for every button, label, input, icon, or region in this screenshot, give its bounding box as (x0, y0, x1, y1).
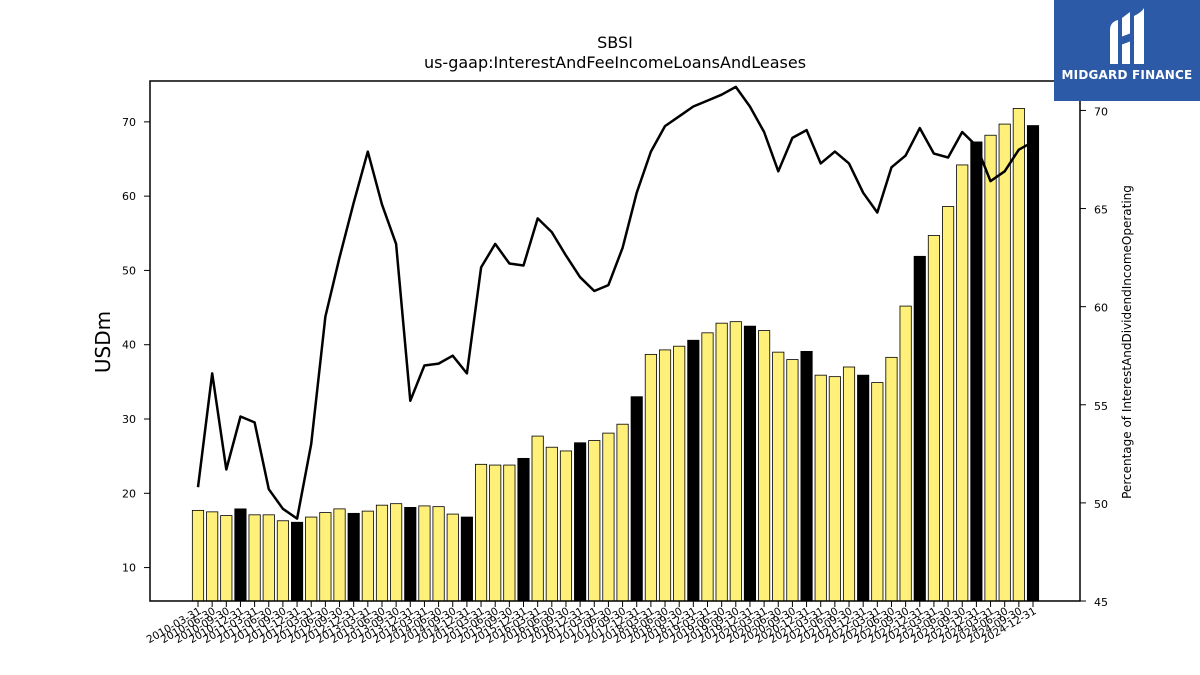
bar (375, 504, 389, 602)
logo-badge: MIDGARD FINANCE (1054, 0, 1200, 101)
bar (503, 464, 516, 602)
bar (871, 382, 884, 602)
bar (644, 353, 657, 602)
bar (857, 374, 870, 602)
y2-tick-label: 45 (1094, 596, 1108, 609)
bar (885, 356, 898, 602)
bar (517, 457, 530, 602)
y2-axis-label: Percentage of InterestAndDividendIncomeO… (1120, 185, 1134, 499)
bar (319, 512, 332, 602)
bar (758, 330, 771, 602)
bar (220, 515, 233, 602)
bar (460, 516, 473, 602)
y-tick-label: 60 (122, 190, 136, 203)
bar (333, 508, 346, 602)
bar (347, 512, 360, 602)
bar (998, 123, 1011, 602)
bar (984, 134, 997, 602)
bar (899, 305, 912, 602)
bar (361, 510, 374, 602)
bar (942, 206, 955, 602)
y-tick-label: 50 (122, 264, 136, 277)
bar (956, 164, 969, 602)
bar (545, 446, 558, 602)
y-axis-right: 45 50 55 60 65 70 (1080, 105, 1108, 609)
bar (658, 349, 672, 602)
series-line (196, 85, 1034, 520)
bar (630, 396, 643, 602)
bar (531, 435, 544, 602)
bar (616, 423, 629, 602)
bar (970, 141, 983, 602)
bar (291, 521, 304, 602)
bar (715, 322, 728, 602)
bar (276, 520, 289, 602)
line-group (196, 85, 1034, 520)
bar (772, 351, 785, 602)
chart-subtitle: us-gaap:InterestAndFeeIncomeLoansAndLeas… (424, 53, 806, 72)
bar (913, 255, 926, 602)
y2-tick-label: 60 (1094, 302, 1108, 315)
bar (432, 506, 445, 602)
y2-tick-label: 65 (1094, 204, 1108, 217)
bar (743, 325, 757, 602)
plot-frame (149, 80, 1081, 602)
bar (673, 345, 686, 602)
bar-group (191, 108, 1040, 602)
y-tick-label: 40 (122, 339, 136, 352)
bar (786, 359, 799, 602)
bar (191, 509, 205, 602)
bar (729, 321, 742, 602)
midgard-logo-icon (1110, 8, 1144, 64)
bar (602, 432, 615, 602)
bar (814, 374, 827, 602)
bar (687, 339, 700, 602)
bar (206, 511, 219, 602)
bar (842, 366, 856, 602)
bar (574, 442, 587, 602)
bar (404, 506, 417, 602)
bar (390, 503, 403, 602)
y-tick-label: 10 (122, 562, 136, 575)
x-axis: 2010-03-312010-06-302010-09-302010-12-31… (145, 601, 1039, 646)
bar (234, 508, 247, 602)
bar (588, 440, 601, 602)
bar (828, 376, 841, 602)
bar (305, 516, 318, 602)
y-axis-left: 10 20 30 40 50 60 70 (122, 116, 150, 575)
y2-tick-label: 50 (1094, 498, 1108, 511)
chart-title: SBSI (597, 33, 633, 52)
bar (489, 464, 502, 602)
bar (248, 514, 261, 602)
bar (446, 513, 459, 602)
y-tick-label: 20 (122, 487, 136, 500)
bar (800, 350, 813, 602)
bar (1026, 125, 1040, 602)
bar (559, 450, 573, 602)
y-tick-label: 70 (122, 116, 136, 129)
bar (1012, 108, 1025, 602)
y-axis-label: USDm (91, 311, 115, 373)
logo-text: MIDGARD FINANCE (1061, 68, 1193, 82)
bar (701, 332, 714, 602)
bar (927, 235, 940, 602)
y-tick-label: 30 (122, 413, 136, 426)
bar (418, 505, 431, 602)
y2-tick-label: 55 (1094, 400, 1108, 413)
y2-tick-label: 70 (1094, 105, 1108, 118)
bar (262, 514, 275, 602)
bar (474, 463, 488, 602)
